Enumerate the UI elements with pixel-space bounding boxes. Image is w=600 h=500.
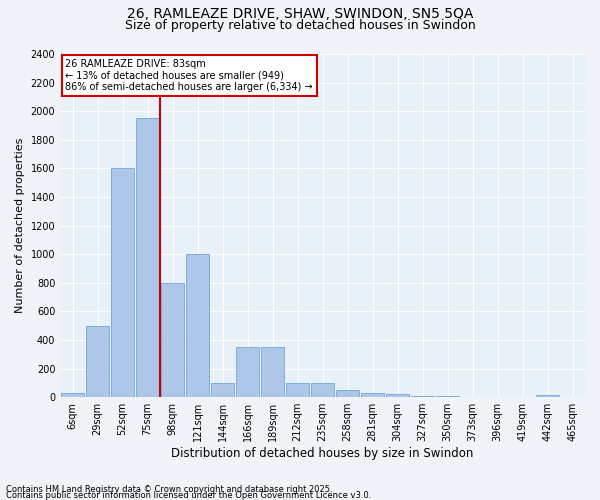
Text: Size of property relative to detached houses in Swindon: Size of property relative to detached ho… [125, 18, 475, 32]
Bar [286, 383, 309, 397]
Text: 26 RAMLEAZE DRIVE: 83sqm
← 13% of detached houses are smaller (949)
86% of semi-: 26 RAMLEAZE DRIVE: 83sqm ← 13% of detach… [65, 59, 313, 92]
Bar [262, 347, 284, 397]
Y-axis label: Number of detached properties: Number of detached properties [15, 138, 25, 314]
Bar [311, 383, 334, 397]
Bar [412, 396, 434, 397]
X-axis label: Distribution of detached houses by size in Swindon: Distribution of detached houses by size … [172, 447, 474, 460]
Bar [536, 395, 559, 397]
Text: 26, RAMLEAZE DRIVE, SHAW, SWINDON, SN5 5QA: 26, RAMLEAZE DRIVE, SHAW, SWINDON, SN5 5… [127, 8, 473, 22]
Bar [136, 118, 159, 397]
Text: Contains public sector information licensed under the Open Government Licence v3: Contains public sector information licen… [6, 491, 371, 500]
Bar [187, 254, 209, 397]
Bar [61, 393, 84, 397]
Text: Contains HM Land Registry data © Crown copyright and database right 2025.: Contains HM Land Registry data © Crown c… [6, 485, 332, 494]
Bar [86, 326, 109, 397]
Bar [436, 396, 459, 397]
Bar [211, 383, 234, 397]
Bar [161, 283, 184, 397]
Bar [361, 393, 384, 397]
Bar [236, 347, 259, 397]
Bar [386, 394, 409, 397]
Bar [337, 390, 359, 397]
Bar [112, 168, 134, 397]
